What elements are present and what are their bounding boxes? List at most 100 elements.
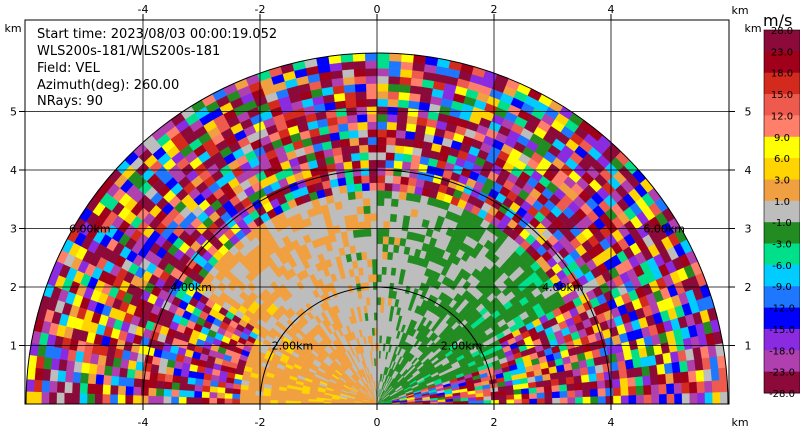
field-cell (605, 387, 614, 397)
colorbar-tick-label: -3.0 (772, 240, 792, 251)
field-cell (361, 190, 371, 199)
y-axis-unit-right: km (744, 22, 761, 35)
field-cell (262, 399, 271, 404)
x-tick-label-top: -4 (138, 3, 149, 16)
field-cell (355, 98, 367, 108)
colorbar-tick-label: 9.0 (774, 133, 790, 144)
field-cell (384, 289, 390, 299)
field-cell (349, 206, 358, 216)
field-cell (64, 381, 73, 394)
field-cell (178, 389, 187, 398)
field-cell (394, 229, 402, 239)
x-tick-label-top: -2 (255, 3, 266, 16)
colorbar-tick-label: -23.0 (769, 368, 795, 379)
field-cell (49, 369, 59, 382)
field-cell (686, 359, 696, 372)
field-cell (663, 362, 674, 374)
field-cell (483, 395, 492, 401)
field-cell (386, 113, 398, 123)
field-cell (340, 61, 354, 71)
field-cell (201, 397, 210, 404)
field-cell (285, 400, 294, 404)
field-cell (618, 368, 628, 379)
field-cell (697, 392, 706, 404)
field-cell (348, 137, 360, 147)
field-cell (658, 383, 668, 395)
colorbar-segment (764, 115, 800, 138)
field-cell (356, 213, 365, 223)
field-cell (604, 379, 614, 389)
field-cell (388, 60, 402, 70)
field-cell (376, 304, 381, 313)
field-cell (79, 372, 89, 385)
field-cell (514, 398, 523, 404)
field-cell (366, 98, 378, 107)
field-cell (376, 52, 390, 62)
field-cell (359, 159, 369, 169)
field-cell (388, 52, 402, 62)
field-cell (86, 383, 96, 395)
field-cell (641, 365, 651, 377)
field-cell (364, 60, 378, 69)
field-cell (363, 213, 371, 222)
colorbar-segment (764, 264, 800, 287)
field-cell (232, 388, 241, 395)
field-cell (376, 251, 383, 260)
field-cell (155, 388, 165, 397)
field-cell (589, 380, 598, 390)
info-start-time: Start time: 2023/08/03 00:00:19.052 (37, 27, 277, 42)
colorbar-segment (764, 51, 800, 74)
field-cell (642, 375, 652, 386)
colorbar-unit: m/s (763, 11, 792, 30)
field-cell (186, 383, 196, 392)
field-cell (407, 177, 418, 187)
field-cell (588, 372, 598, 382)
field-cell (133, 369, 144, 380)
field-cell (335, 169, 346, 179)
field-cell (358, 144, 369, 154)
field-cell (656, 363, 666, 375)
field-cell (338, 184, 348, 194)
y-tick-label-left: 2 (10, 281, 17, 294)
colorbar-tick-label: -18.0 (769, 346, 795, 357)
field-cell (346, 114, 358, 124)
field-cell (681, 392, 690, 404)
field-cell (148, 379, 158, 389)
field-cell (292, 397, 302, 402)
field-cell (94, 384, 104, 395)
field-cell (393, 236, 401, 246)
field-cell (366, 258, 373, 268)
field-cell (179, 376, 189, 385)
field-cell (567, 396, 576, 404)
field-cell (347, 191, 356, 201)
colorbar-tick-label: -9.0 (772, 282, 792, 293)
info-field: Field: VEL (37, 61, 101, 76)
field-cell (365, 68, 378, 77)
field-cell (224, 382, 234, 390)
field-cell (48, 392, 57, 404)
field-cell (376, 228, 384, 237)
field-cell (373, 312, 378, 321)
field-cell (376, 60, 390, 69)
field-cell (383, 197, 392, 207)
field-cell (635, 385, 645, 396)
field-cell (369, 182, 378, 191)
field-cell (406, 115, 418, 125)
field-cell (231, 398, 240, 404)
field-cell (391, 190, 400, 200)
field-cell (178, 396, 187, 404)
field-cell (376, 327, 380, 336)
field-cell (171, 382, 180, 391)
colorbar-tick-label: -28.0 (769, 389, 795, 400)
field-cell (468, 400, 477, 404)
field-cell (270, 400, 279, 404)
colorbar-tick-label: 12.0 (771, 111, 793, 122)
field-cell (366, 121, 378, 130)
field-cell (368, 174, 378, 184)
field-cell (602, 362, 612, 373)
field-cell (362, 205, 371, 214)
field-cell (581, 381, 591, 390)
field-cell (403, 145, 414, 155)
field-cell (163, 396, 172, 404)
field-cell (170, 396, 179, 404)
